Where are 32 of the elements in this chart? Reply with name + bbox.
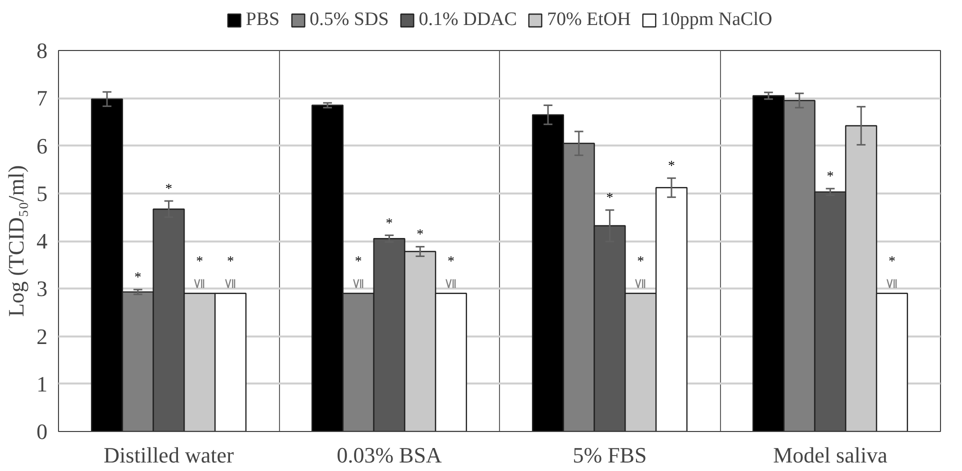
legend-label: 0.5% SDS <box>310 9 389 31</box>
data-label: ≦ * <box>884 254 900 290</box>
legend-label: 70% EtOH <box>546 9 631 31</box>
y-axis-title: Log (TCID₅₀/ml) <box>4 165 28 317</box>
y-tick-label: 3 <box>36 276 48 302</box>
y-tick-label: 8 <box>36 38 48 63</box>
y-tick-label: 5 <box>36 180 48 206</box>
legend-label: PBS <box>246 9 280 31</box>
data-label: ≦ * <box>192 254 208 290</box>
legend-label: 0.1% DDAC <box>418 9 517 31</box>
data-label: ≦ * <box>633 254 648 290</box>
data-label: * <box>668 159 675 174</box>
data-label: * <box>606 191 614 206</box>
data-label: * <box>826 170 834 185</box>
x-tick-label: 0.03% BSA <box>336 442 442 468</box>
y-tick-label: 2 <box>36 324 48 349</box>
data-label: ≦ * <box>222 254 238 290</box>
data-label: * <box>416 228 424 243</box>
y-tick-label: 4 <box>36 228 48 254</box>
x-tick-label: Distilled water <box>104 442 234 468</box>
y-tick-label: 6 <box>36 133 48 158</box>
data-label: * <box>165 182 172 197</box>
data-label: * <box>134 270 142 286</box>
y-tick-label: 1 <box>36 371 48 396</box>
data-label: * <box>386 216 393 232</box>
x-tick-label: Model saliva <box>773 442 888 468</box>
data-label: ≦ * <box>350 254 366 290</box>
y-tick-label: 0 <box>36 419 48 444</box>
y-tick-label: 7 <box>36 86 48 111</box>
data-label: ≦ * <box>443 254 458 290</box>
legend-label: 10ppm NaClO <box>660 9 772 31</box>
x-tick-label: 5% FBS <box>572 442 647 468</box>
